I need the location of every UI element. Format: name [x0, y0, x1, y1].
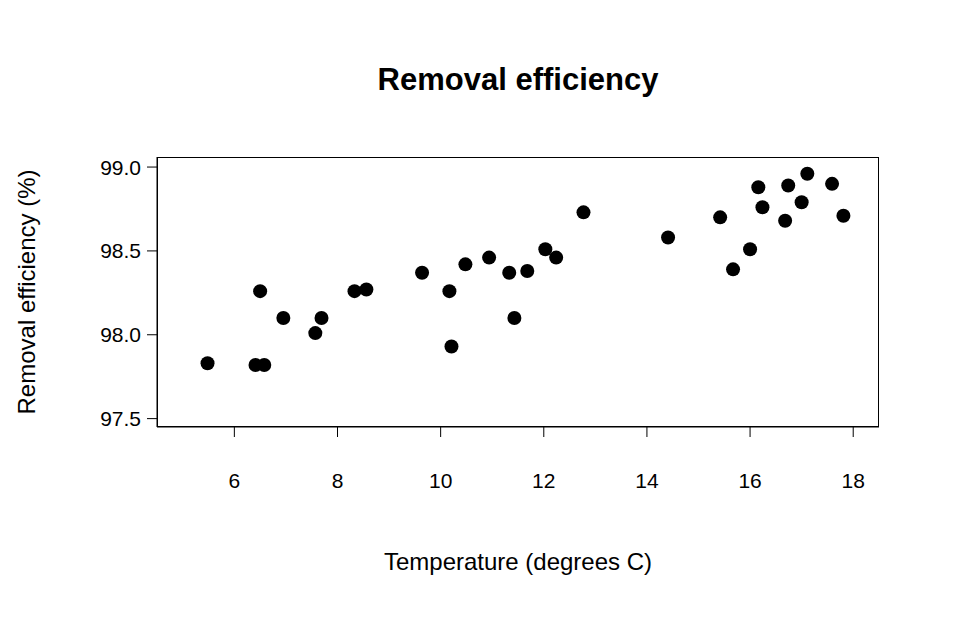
svg-text:98.0: 98.0	[100, 323, 141, 346]
html-text:Temperature (degrees C): Temperature (degrees C)	[383, 548, 653, 575]
svg-text:8: 8	[332, 469, 344, 492]
svg-text:12: 12	[532, 469, 555, 492]
svg-text:10: 10	[429, 469, 452, 492]
svg-text:14: 14	[635, 469, 659, 492]
svg-text:97.5: 97.5	[100, 407, 141, 430]
svg-text:18: 18	[842, 469, 865, 492]
svg-text:6: 6	[229, 469, 241, 492]
svg-text:16: 16	[738, 469, 761, 492]
html-text:Removal efficiency: Removal efficiency	[377, 62, 659, 97]
svg-text:99.0: 99.0	[100, 156, 141, 179]
svg-text:98.5: 98.5	[100, 239, 141, 262]
html-text:Removal efficiency (%): Removal efficiency (%)	[13, 169, 40, 415]
